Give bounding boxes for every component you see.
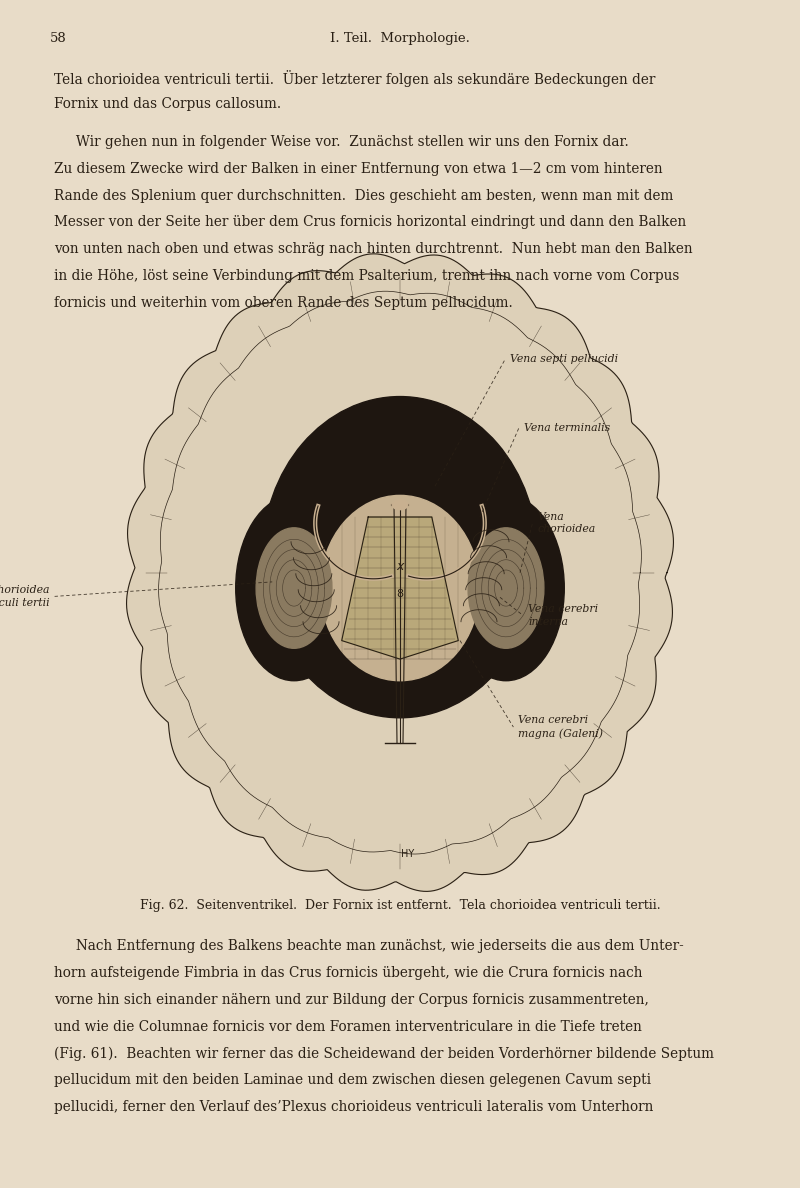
- Text: pellucidi, ferner den Verlauf des’Plexus chorioideus ventriculi lateralis vom Un: pellucidi, ferner den Verlauf des’Plexus…: [54, 1100, 654, 1113]
- Text: (Fig. 61).  Beachten wir ferner das die Scheidewand der beiden Vorderhörner bild: (Fig. 61). Beachten wir ferner das die S…: [54, 1047, 714, 1061]
- Text: horn aufsteigende Fimbria in das Crus fornicis übergeht, wie die Crura fornicis : horn aufsteigende Fimbria in das Crus fo…: [54, 966, 643, 980]
- Text: 8: 8: [397, 589, 403, 599]
- Text: x: x: [396, 560, 404, 573]
- Text: Tela chorioidea ventriculi tertii.  Über letzterer folgen als sekundäre Bedeckun: Tela chorioidea ventriculi tertii. Über …: [54, 70, 656, 87]
- Text: vorne hin sich einander nähern und zur Bildung der Corpus fornicis zusammentrete: vorne hin sich einander nähern und zur B…: [54, 993, 650, 1007]
- Ellipse shape: [468, 527, 544, 649]
- Text: I. Teil.  Morphologie.: I. Teil. Morphologie.: [330, 32, 470, 45]
- Text: Rande des Splenium quer durchschnitten.  Dies geschieht am besten, wenn man mit : Rande des Splenium quer durchschnitten. …: [54, 189, 674, 203]
- Text: Messer von der Seite her über dem Crus fornicis horizontal eindringt und dann de: Messer von der Seite her über dem Crus f…: [54, 215, 686, 229]
- Text: in die Höhe, löst seine Verbindung mit dem Psalterium, trennt ihn nach vorne vom: in die Höhe, löst seine Verbindung mit d…: [54, 268, 680, 283]
- Text: fornicis und weiterhin vom oberen Rande des Septum pellucidum.: fornicis und weiterhin vom oberen Rande …: [54, 296, 513, 310]
- Text: pellucidum mit den beiden Laminae und dem zwischen diesen gelegenen Cavum septi: pellucidum mit den beiden Laminae und de…: [54, 1073, 651, 1087]
- Text: Zu diesem Zwecke wird der Balken in einer Entfernung von etwa 1—2 cm vom hintere: Zu diesem Zwecke wird der Balken in eine…: [54, 162, 663, 176]
- Text: von unten nach oben und etwas schräg nach hinten durchtrennt.  Nun hebt man den : von unten nach oben und etwas schräg nac…: [54, 242, 693, 257]
- Text: Fig. 62.  Seitenventrikel.  Der Fornix ist entfernt.  Tela chorioidea ventriculi: Fig. 62. Seitenventrikel. Der Fornix ist…: [140, 899, 660, 912]
- Polygon shape: [126, 254, 674, 891]
- Ellipse shape: [392, 500, 408, 510]
- Text: Fornix und das Corpus callosum.: Fornix und das Corpus callosum.: [54, 96, 282, 110]
- Text: und wie die Columnae fornicis vor dem Foramen interventriculare in die Tiefe tre: und wie die Columnae fornicis vor dem Fo…: [54, 1019, 642, 1034]
- Polygon shape: [342, 517, 458, 659]
- Text: Vena
chorioidea: Vena chorioidea: [538, 512, 596, 533]
- Text: HY: HY: [402, 849, 414, 859]
- Text: Nach Entfernung des Balkens beachte man zunächst, wie jederseits die aus dem Unt: Nach Entfernung des Balkens beachte man …: [54, 940, 684, 954]
- Ellipse shape: [448, 495, 564, 681]
- Ellipse shape: [236, 495, 352, 681]
- Text: Vena cerebri
interna: Vena cerebri interna: [528, 605, 598, 626]
- Ellipse shape: [321, 495, 479, 681]
- Text: Vena cerebri
magna (Galeni): Vena cerebri magna (Galeni): [518, 715, 603, 739]
- Text: Wir gehen nun in folgender Weise vor.  Zunächst stellen wir uns den Fornix dar.: Wir gehen nun in folgender Weise vor. Zu…: [54, 135, 629, 150]
- Text: Tela chorioidea
ventriculi tertii: Tela chorioidea ventriculi tertii: [0, 586, 50, 607]
- Text: Vena terminalis: Vena terminalis: [524, 423, 610, 432]
- Text: 58: 58: [50, 32, 66, 45]
- Text: Vena septi pellucidi: Vena septi pellucidi: [510, 354, 618, 364]
- Ellipse shape: [256, 527, 332, 649]
- Ellipse shape: [262, 397, 538, 718]
